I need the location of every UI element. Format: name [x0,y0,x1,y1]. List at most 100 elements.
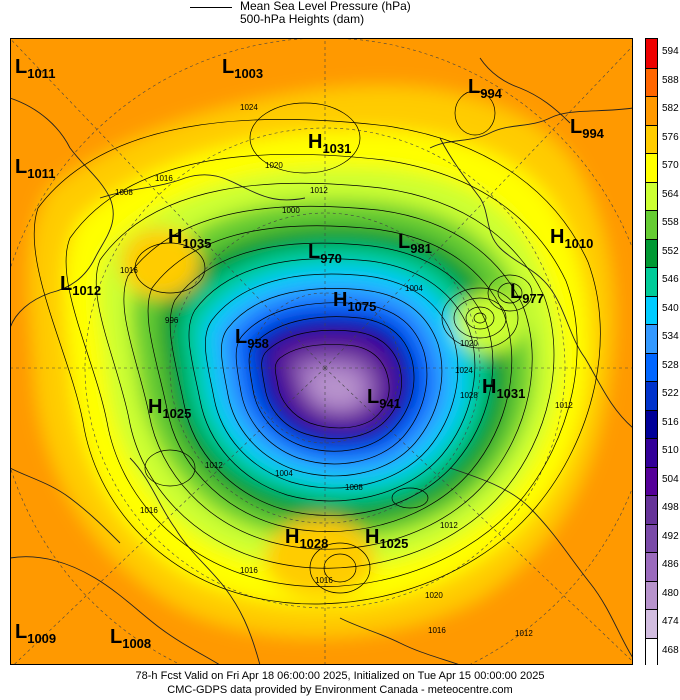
data-credit-caption: CMC-GDPS data provided by Environment Ca… [167,684,513,696]
colorbar-segment [646,210,657,239]
colorbar-tick-label: 516 [662,416,679,428]
legend-mslp-label: Mean Sea Level Pressure (hPa) [240,0,411,13]
colorbar-tick-label: 528 [662,359,679,371]
coastlines [10,57,633,665]
isobar-label: 1016 [240,566,258,575]
colorbar-segment [646,238,657,267]
low-pressure-center: L1003 [222,56,263,81]
isobar-label: 996 [165,316,179,325]
isobar-label: 1004 [275,469,293,478]
isobar-label: 1008 [115,188,133,197]
isobar-label: 1016 [315,576,333,585]
colorbar-segment [646,438,657,467]
isobar-label: 1020 [265,161,283,170]
pressure-centers: L1011 L1003 L994 L994 H1031 L1011 H1035 L970 L98… [15,56,605,651]
isobar-label: 1012 [555,401,573,410]
colorbar-segment [646,153,657,182]
colorbar-tick-label: 492 [662,530,679,542]
height-colorbar [645,38,658,666]
colorbar-segment [646,267,657,296]
isobar-label: 1024 [240,103,258,112]
isobar-label: 1000 [282,206,300,215]
isobar-label: 1020 [460,339,478,348]
colorbar-tick-label: 468 [662,644,679,656]
colorbar-tick-label: 576 [662,131,679,143]
high-pressure-center: H1025 [148,396,191,421]
colorbar-tick-label: 582 [662,103,679,115]
high-pressure-center: H1075 [333,289,376,314]
colorbar-tick-label: 486 [662,559,679,571]
high-pressure-center: H1035 [168,226,211,251]
low-pressure-center: L970 [308,241,342,266]
map-frame [10,38,633,665]
colorbar-segment [646,495,657,524]
colorbar-segment [646,352,657,381]
isobar-label: 1024 [455,366,473,375]
lat-lon-grid [10,38,633,665]
colorbar-tick-label: 564 [662,188,679,200]
colorbar-tick-label: 474 [662,616,679,628]
forecast-valid-caption: 78-h Fcst Valid on Fri Apr 18 06:00:00 2… [135,670,545,682]
isobar-label: 1016 [120,266,138,275]
isobar-label: 1012 [310,186,328,195]
isobar-label: 1004 [405,284,423,293]
high-pressure-center: H1031 [482,376,525,401]
isobar-legend-line [190,7,232,8]
colorbar-segment [646,381,657,410]
colorbar-segment [646,523,657,552]
colorbar-segment [646,409,657,438]
low-pressure-center: L1008 [110,626,151,651]
isobar-label: 1016 [140,506,158,515]
weather-map: 1024 1020 1016 1012 1008 1004 1000 996 1… [10,38,633,665]
isobar-label: 1016 [155,174,173,183]
colorbar-tick-label: 558 [662,217,679,229]
colorbar-segment [646,181,657,210]
low-pressure-center: L994 [468,76,503,101]
colorbar-tick-label: 498 [662,502,679,514]
colorbar-tick-label: 552 [662,245,679,257]
colorbar-segment [646,466,657,495]
colorbar-tick-label: 480 [662,587,679,599]
colorbar-segment [646,637,657,666]
low-pressure-center: L1011 [15,156,55,181]
colorbar-tick-label: 510 [662,445,679,457]
height-contours [33,90,601,605]
high-pressure-center: H1028 [285,526,328,551]
height-shading [10,38,633,665]
low-pressure-center: L981 [398,231,432,256]
colorbar-tick-label: 504 [662,473,679,485]
isobar-labels: 1024 1020 1016 1012 1008 1004 1000 996 1… [115,103,573,638]
isobar-label: 1012 [440,521,458,530]
low-pressure-center: L1011 [15,56,55,81]
colorbar-segment [646,96,657,125]
high-pressure-center: H1025 [365,526,408,551]
colorbar-segment [646,324,657,353]
colorbar-tick-label: 546 [662,274,679,286]
isobar-label: 1028 [460,391,478,400]
colorbar-tick-label: 570 [662,160,679,172]
isobar-label: 1016 [428,626,446,635]
low-pressure-center: L977 [510,281,544,306]
low-pressure-center: L1012 [60,273,101,298]
low-pressure-center: L941 [367,386,401,411]
colorbar-segment [646,552,657,581]
colorbar-segment [646,580,657,609]
colorbar-segment [646,39,657,68]
colorbar-segment [646,124,657,153]
colorbar-tick-label: 588 [662,74,679,86]
high-pressure-center: H1031 [308,131,351,156]
isobar-label: 1008 [345,483,363,492]
low-pressure-center: L958 [235,326,269,351]
colorbar-segment [646,609,657,638]
colorbar-tick-label: 534 [662,331,679,343]
map-legend: Mean Sea Level Pressure (hPa) 500-hPa He… [190,0,490,30]
colorbar-tick-label: 540 [662,302,679,314]
colorbar-tick-label: 594 [662,46,679,58]
legend-heights-label: 500-hPa Heights (dam) [240,12,365,26]
colorbar-segment [646,295,657,324]
low-pressure-center: L994 [570,116,605,141]
isobar-label: 1020 [425,591,443,600]
high-pressure-center: H1010 [550,226,593,251]
colorbar-segment [646,67,657,96]
colorbar-tick-label: 522 [662,388,679,400]
